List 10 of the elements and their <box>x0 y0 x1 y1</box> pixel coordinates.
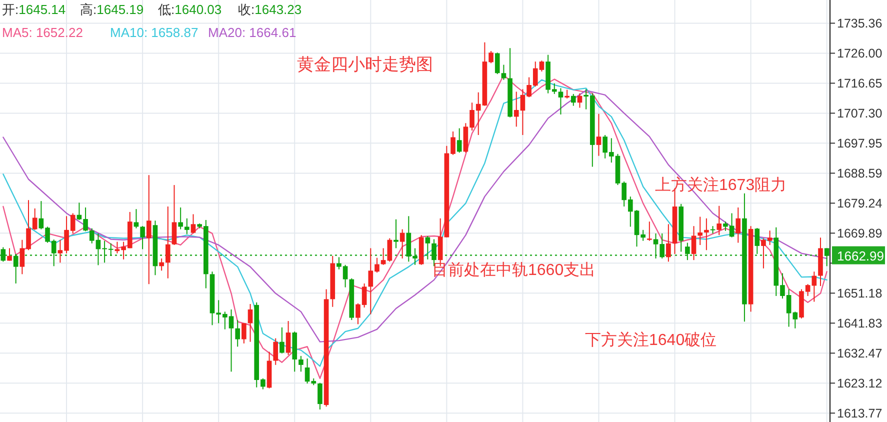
annotation: 收:1643.23 <box>238 2 302 17</box>
annotation: 低:1640.03 <box>158 2 222 17</box>
annotation: 上方关注1673阻力 <box>655 177 787 194</box>
annotation: 高:1645.19 <box>80 2 144 17</box>
annotation: 开:1645.14 <box>2 2 66 17</box>
annotation: MA20: 1664.61 <box>208 25 296 40</box>
annotation: MA10: 1658.87 <box>110 25 198 40</box>
annotation: 下方关注1640破位 <box>585 332 717 349</box>
annotation: MA5: 1652.22 <box>2 25 83 40</box>
title: 黄金四小时走势图 <box>297 55 433 74</box>
